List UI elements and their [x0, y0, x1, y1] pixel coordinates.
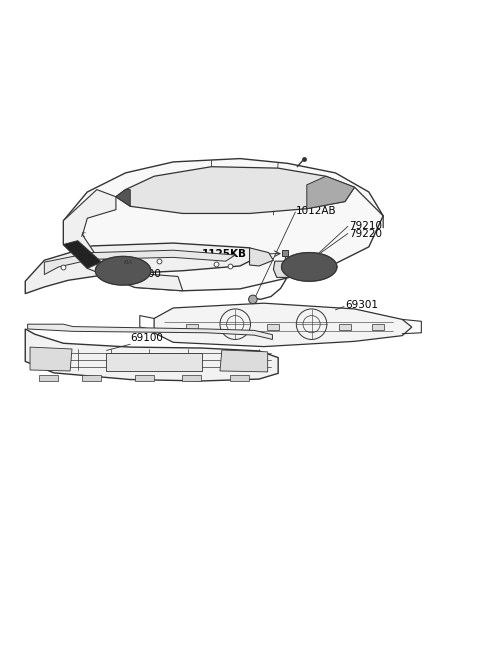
- Text: 1012AB: 1012AB: [296, 206, 337, 216]
- FancyBboxPatch shape: [372, 323, 384, 330]
- Polygon shape: [96, 256, 151, 285]
- FancyBboxPatch shape: [267, 323, 279, 330]
- FancyBboxPatch shape: [107, 353, 202, 371]
- Polygon shape: [250, 248, 274, 266]
- Text: 69200: 69200: [128, 270, 161, 279]
- Text: 69301: 69301: [345, 300, 378, 310]
- Polygon shape: [274, 261, 301, 277]
- FancyBboxPatch shape: [82, 375, 101, 381]
- FancyBboxPatch shape: [182, 375, 201, 381]
- Polygon shape: [25, 243, 259, 294]
- Circle shape: [249, 295, 257, 304]
- Text: KIA: KIA: [123, 260, 132, 264]
- Polygon shape: [63, 241, 102, 268]
- Polygon shape: [28, 324, 273, 339]
- Polygon shape: [44, 250, 235, 275]
- Polygon shape: [307, 176, 355, 209]
- FancyBboxPatch shape: [339, 323, 351, 330]
- FancyBboxPatch shape: [230, 375, 249, 381]
- Polygon shape: [25, 329, 278, 381]
- Polygon shape: [116, 167, 355, 213]
- Text: 69100: 69100: [130, 333, 163, 343]
- Polygon shape: [282, 253, 337, 281]
- Text: K: K: [81, 232, 86, 238]
- Text: 79220: 79220: [349, 228, 382, 239]
- Text: 79210: 79210: [349, 221, 382, 232]
- Polygon shape: [63, 159, 383, 291]
- Polygon shape: [63, 190, 183, 291]
- FancyBboxPatch shape: [186, 323, 198, 330]
- Polygon shape: [116, 190, 130, 206]
- Polygon shape: [30, 347, 72, 371]
- FancyBboxPatch shape: [134, 375, 154, 381]
- Text: 1125KB: 1125KB: [202, 249, 247, 259]
- FancyBboxPatch shape: [39, 375, 58, 381]
- Polygon shape: [154, 303, 412, 346]
- Polygon shape: [220, 350, 268, 372]
